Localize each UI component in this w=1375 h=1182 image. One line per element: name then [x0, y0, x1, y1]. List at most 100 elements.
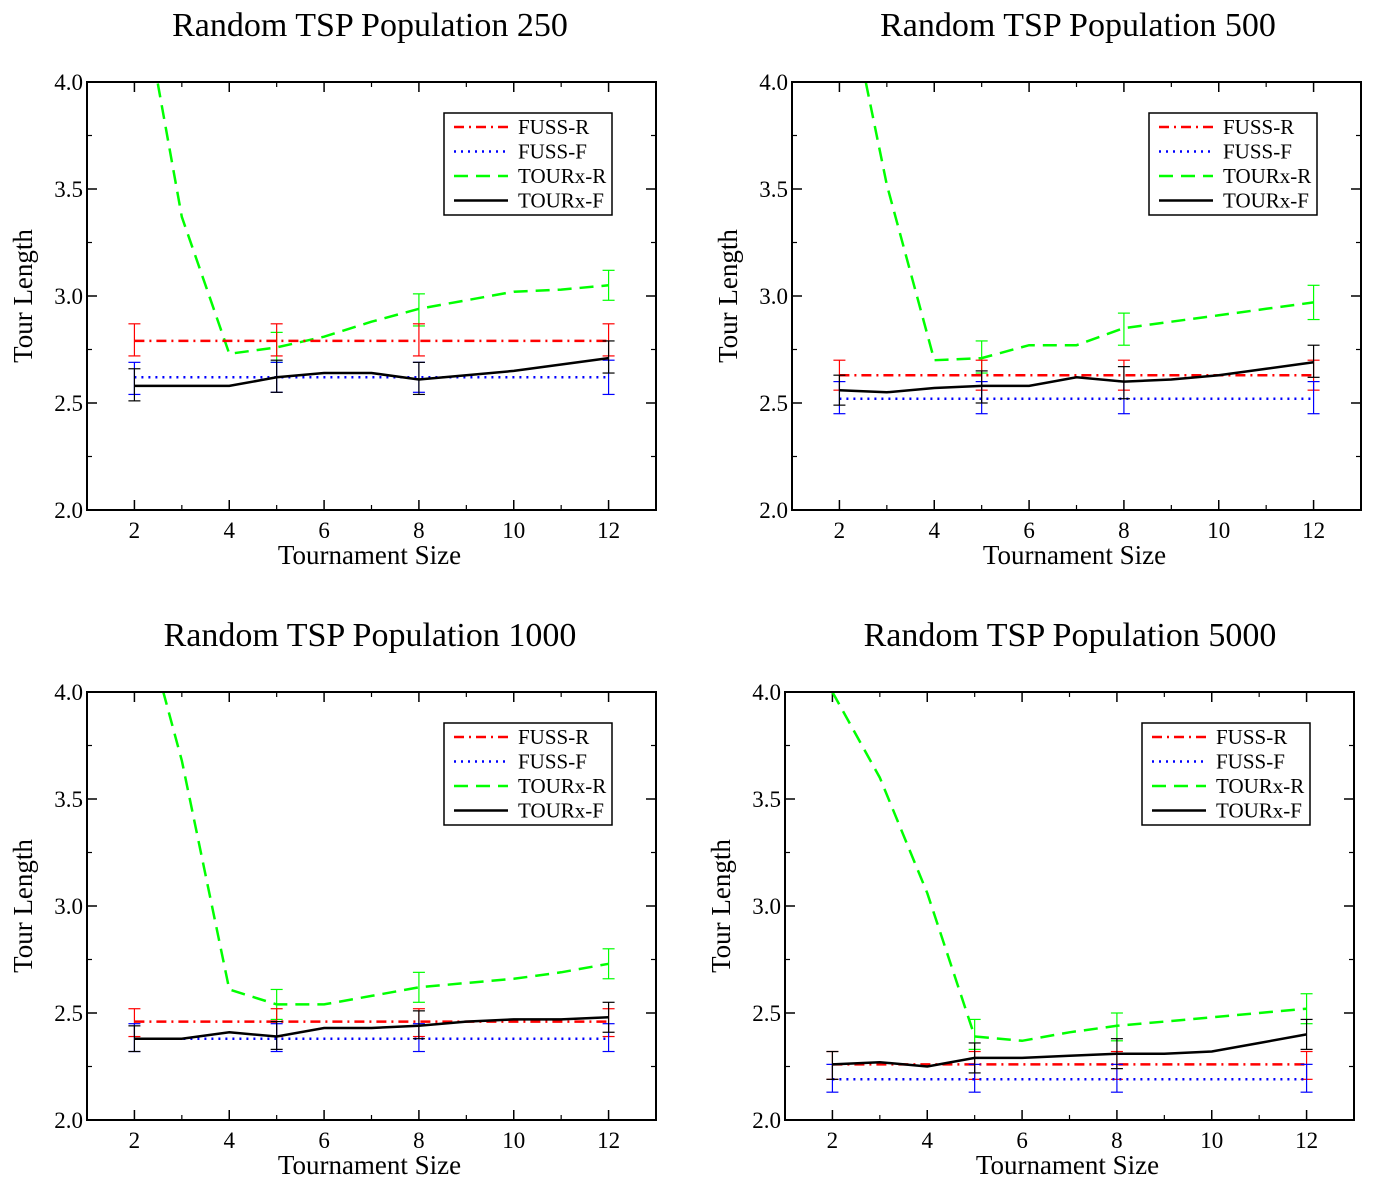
y-tick-label: 2.0 — [759, 498, 788, 523]
error-bar-fuss-f — [1300, 1063, 1313, 1093]
plot-frame — [784, 691, 1355, 1121]
chart-title: Random TSP Population 1000 — [164, 617, 577, 654]
series-line-tourx-r — [831, 692, 1307, 1043]
x-tick-label: 10 — [1200, 1128, 1223, 1153]
x-tick-label: 2 — [129, 518, 141, 543]
error-bar-fuss-f — [1307, 381, 1320, 415]
error-bar-tourx-r — [1307, 284, 1320, 321]
y-tick-label: 4.0 — [752, 680, 781, 705]
x-tick-label: 12 — [597, 518, 620, 543]
chart-panel-3: Random TSP Population 1000 2.0 2.5 3.0 3.5 4.… — [8, 617, 657, 1180]
x-tick-label: 6 — [318, 518, 330, 543]
error-bar-tourx-f — [975, 370, 988, 404]
y-tick-label: 2.0 — [54, 1108, 83, 1133]
x-tick-label: 10 — [1207, 518, 1230, 543]
x-tick-label: 12 — [597, 1128, 620, 1153]
plot-frame — [86, 81, 657, 511]
error-bar-tourx-f — [270, 1020, 283, 1050]
legend-label-fuss-f: FUSS-F — [1216, 750, 1285, 774]
x-tick-label: 4 — [224, 518, 236, 543]
legend-label-tourx-r: TOURx-R — [1223, 164, 1311, 188]
legend-label-tourx-f: TOURx-F — [1223, 189, 1309, 213]
chart-panel-2: Random TSP Population 500 2.0 2.5 3.0 3.5 4.0… — [713, 7, 1362, 570]
x-tick-label: 12 — [1302, 518, 1325, 543]
error-bar-tourx-f — [1117, 366, 1130, 400]
chart-title: Random TSP Population 250 — [172, 7, 568, 44]
plot-area — [128, 692, 615, 1053]
y-axis-label: Tour Length — [713, 229, 743, 363]
legend-box — [1141, 722, 1311, 826]
x-tick-label: 12 — [1295, 1128, 1318, 1153]
y-tick-label: 3.5 — [54, 177, 83, 202]
error-bar-fuss-r — [412, 323, 425, 357]
y-tick-label: 3.0 — [54, 284, 83, 309]
error-bar-tourx-r — [412, 971, 425, 1003]
error-bar-tourx-r — [602, 948, 615, 980]
x-axis-label: Tournament Size — [278, 540, 461, 570]
error-bar-tourx-f — [1110, 1038, 1123, 1070]
series-line-tourx-f — [134, 356, 609, 388]
x-tick-label: 10 — [502, 518, 525, 543]
x-tick-label: 8 — [1118, 518, 1130, 543]
series-line-tourx-r — [162, 692, 609, 1006]
series-line-tourx-f — [832, 1033, 1307, 1068]
chart-title: Random TSP Population 500 — [880, 7, 1276, 44]
legend-label-fuss-r: FUSS-R — [518, 725, 589, 749]
legend-label-tourx-r: TOURx-R — [518, 164, 606, 188]
legend-label-tourx-r: TOURx-R — [518, 774, 606, 798]
legend-label-fuss-r: FUSS-R — [1216, 725, 1287, 749]
error-bar-fuss-r — [270, 323, 283, 357]
series-line-tourx-f — [134, 1016, 609, 1040]
error-bar-tourx-f — [412, 1010, 425, 1040]
legend-box — [443, 722, 613, 826]
error-bar-tourx-r — [1117, 312, 1130, 346]
legend-box — [1148, 112, 1318, 216]
x-tick-label: 8 — [1111, 1128, 1123, 1153]
legend-label-fuss-f: FUSS-F — [1223, 140, 1292, 164]
x-tick-label: 2 — [834, 518, 846, 543]
legend-label-fuss-f: FUSS-F — [518, 140, 587, 164]
error-bar-tourx-f — [270, 359, 283, 393]
y-tick-label: 2.5 — [54, 1001, 83, 1026]
x-tick-label: 6 — [1023, 518, 1035, 543]
error-bar-tourx-r — [602, 269, 615, 301]
error-bar-tourx-f — [1300, 1018, 1313, 1050]
series-line-tourx-r — [864, 82, 1314, 362]
error-bar-tourx-f — [412, 361, 425, 396]
x-tick-label: 4 — [929, 518, 941, 543]
error-bar-tourx-f — [968, 1042, 981, 1074]
x-tick-label: 2 — [827, 1128, 839, 1153]
y-tick-label: 3.0 — [54, 894, 83, 919]
y-tick-label: 4.0 — [54, 70, 83, 95]
y-axis-label: Tour Length — [8, 229, 38, 363]
y-tick-label: 3.0 — [752, 894, 781, 919]
x-tick-label: 2 — [129, 1128, 141, 1153]
legend-label-tourx-f: TOURx-F — [518, 799, 604, 823]
legend-label-fuss-f: FUSS-F — [518, 750, 587, 774]
legend-label-tourx-f: TOURx-F — [1216, 799, 1302, 823]
chart-title: Random TSP Population 5000 — [864, 617, 1277, 654]
x-axis-label: Tournament Size — [278, 1150, 461, 1180]
plot-area — [826, 692, 1313, 1093]
y-tick-label: 3.5 — [759, 177, 788, 202]
x-axis-label: Tournament Size — [983, 540, 1166, 570]
y-tick-label: 2.5 — [759, 391, 788, 416]
x-tick-label: 6 — [318, 1128, 330, 1153]
error-bar-tourx-f — [128, 368, 141, 402]
plot-area — [128, 82, 615, 402]
y-tick-label: 2.5 — [752, 1001, 781, 1026]
x-tick-label: 8 — [413, 518, 425, 543]
legend-label-fuss-r: FUSS-R — [518, 115, 589, 139]
legend-label-fuss-r: FUSS-R — [1223, 115, 1294, 139]
y-tick-label: 4.0 — [759, 70, 788, 95]
y-tick-label: 3.5 — [752, 787, 781, 812]
error-bar-tourx-f — [602, 1001, 615, 1033]
x-tick-label: 4 — [224, 1128, 236, 1153]
legend-label-tourx-r: TOURx-R — [1216, 774, 1304, 798]
error-bar-fuss-r — [128, 323, 141, 357]
x-tick-label: 8 — [413, 1128, 425, 1153]
